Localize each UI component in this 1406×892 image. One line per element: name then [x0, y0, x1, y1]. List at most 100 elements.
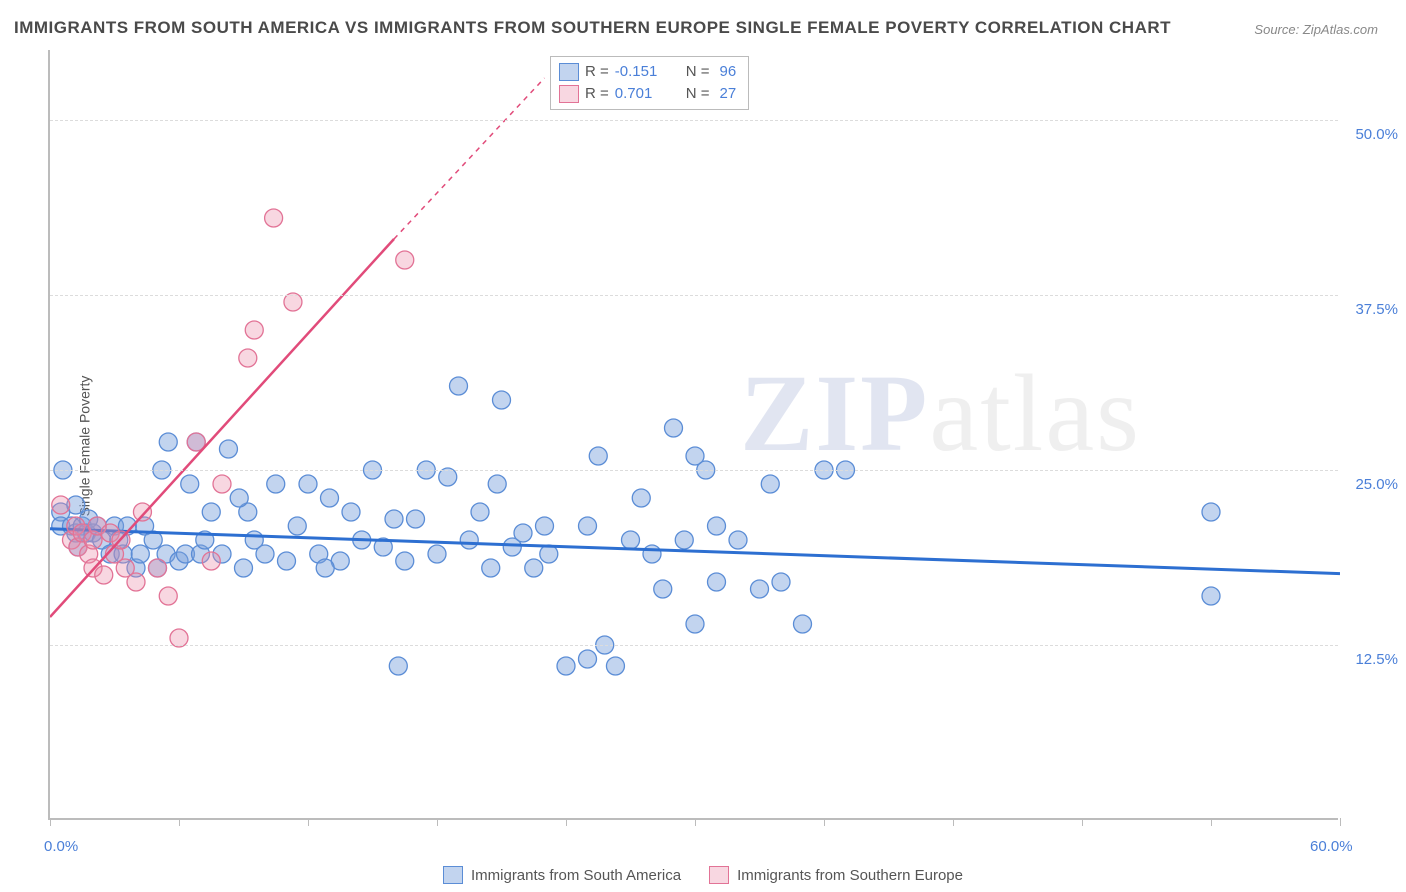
data-point	[127, 573, 145, 591]
data-point	[396, 552, 414, 570]
data-point	[288, 517, 306, 535]
r-label: R =	[585, 61, 609, 83]
n-label: N =	[686, 83, 710, 105]
x-tick	[50, 818, 51, 826]
data-point	[131, 545, 149, 563]
data-point	[606, 657, 624, 675]
x-tick	[1340, 818, 1341, 826]
data-point	[321, 489, 339, 507]
r-value: 0.701	[615, 83, 670, 105]
data-point	[213, 475, 231, 493]
legend-label: Immigrants from Southern Europe	[737, 867, 963, 884]
stats-legend-row: R = -0.151 N = 96	[559, 61, 736, 83]
data-point	[589, 447, 607, 465]
data-point	[665, 419, 683, 437]
grid-line-h	[50, 120, 1338, 121]
r-value: -0.151	[615, 61, 670, 83]
data-point	[622, 531, 640, 549]
data-point	[708, 517, 726, 535]
data-point	[385, 510, 403, 528]
y-tick-label: 37.5%	[1355, 301, 1398, 318]
data-point	[342, 503, 360, 521]
grid-line-h	[50, 295, 1338, 296]
source-label: Source: ZipAtlas.com	[1254, 22, 1378, 37]
x-tick-label: 0.0%	[44, 838, 78, 855]
data-point	[579, 517, 597, 535]
data-point	[149, 559, 167, 577]
data-point	[675, 531, 693, 549]
data-point	[460, 531, 478, 549]
data-point	[316, 559, 334, 577]
bottom-legend: Immigrants from South America Immigrants …	[0, 866, 1406, 884]
data-point	[729, 531, 747, 549]
data-point	[1202, 587, 1220, 605]
data-point	[428, 545, 446, 563]
data-point	[202, 552, 220, 570]
n-label: N =	[686, 61, 710, 83]
x-tick	[1211, 818, 1212, 826]
chart-title: IMMIGRANTS FROM SOUTH AMERICA VS IMMIGRA…	[14, 18, 1171, 38]
data-point	[450, 377, 468, 395]
data-point	[52, 496, 70, 514]
data-point	[761, 475, 779, 493]
x-tick	[953, 818, 954, 826]
data-point	[407, 510, 425, 528]
data-point	[493, 391, 511, 409]
x-tick	[308, 818, 309, 826]
data-point	[239, 349, 257, 367]
legend-swatch	[559, 85, 579, 103]
data-point	[471, 503, 489, 521]
legend-item: Immigrants from South America	[443, 866, 681, 884]
data-point	[230, 489, 248, 507]
x-tick	[179, 818, 180, 826]
x-tick-label: 60.0%	[1310, 838, 1353, 855]
legend-swatch	[709, 866, 729, 884]
legend-swatch	[443, 866, 463, 884]
x-tick	[437, 818, 438, 826]
data-point	[794, 615, 812, 633]
data-point	[159, 587, 177, 605]
data-point	[299, 475, 317, 493]
legend-label: Immigrants from South America	[471, 867, 681, 884]
data-point	[579, 650, 597, 668]
data-point	[265, 209, 283, 227]
data-point	[245, 321, 263, 339]
data-point	[256, 545, 274, 563]
data-point	[95, 566, 113, 584]
data-point	[751, 580, 769, 598]
data-point	[278, 552, 296, 570]
data-point	[396, 251, 414, 269]
data-point	[181, 475, 199, 493]
data-point	[235, 559, 253, 577]
stats-legend: R = -0.151 N = 96 R = 0.701 N = 27	[550, 56, 749, 110]
grid-line-h	[50, 470, 1338, 471]
grid-line-h	[50, 645, 1338, 646]
plot-area: ZIPatlas R =-0.151N =96R =0.701N =27 12.…	[48, 50, 1338, 820]
data-point	[488, 475, 506, 493]
data-point	[708, 573, 726, 591]
r-label: R =	[585, 83, 609, 105]
y-tick-label: 12.5%	[1355, 651, 1398, 668]
n-value: 96	[720, 61, 737, 83]
data-point	[525, 559, 543, 577]
data-point	[643, 545, 661, 563]
trend-line-dashed	[394, 78, 545, 239]
data-point	[514, 524, 532, 542]
y-tick-label: 50.0%	[1355, 126, 1398, 143]
chart-svg	[50, 50, 1340, 820]
legend-swatch	[559, 63, 579, 81]
data-point	[482, 559, 500, 577]
x-tick	[1082, 818, 1083, 826]
legend-item: Immigrants from Southern Europe	[709, 866, 963, 884]
x-tick	[566, 818, 567, 826]
data-point	[654, 580, 672, 598]
data-point	[219, 440, 237, 458]
n-value: 27	[720, 83, 737, 105]
data-point	[686, 615, 704, 633]
x-tick	[824, 818, 825, 826]
data-point	[557, 657, 575, 675]
data-point	[389, 657, 407, 675]
y-tick-label: 25.0%	[1355, 476, 1398, 493]
data-point	[133, 503, 151, 521]
data-point	[772, 573, 790, 591]
